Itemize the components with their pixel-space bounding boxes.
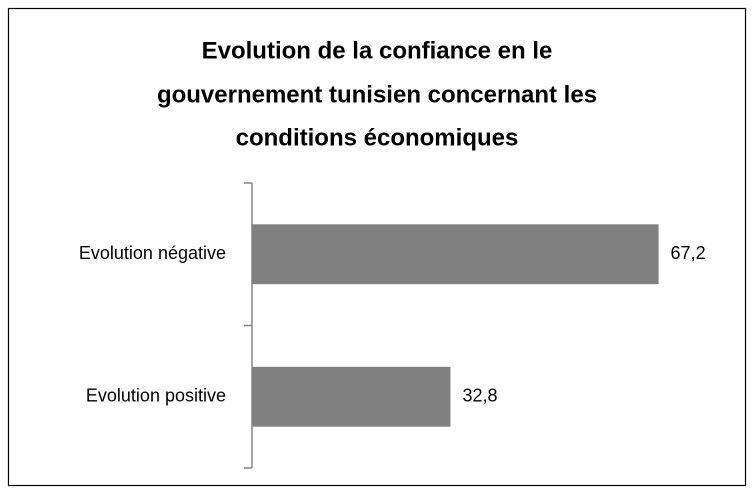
- chart-title: conditions économiques: [236, 124, 519, 151]
- bar: [252, 224, 659, 285]
- data-label: 67,2: [671, 243, 706, 263]
- chart-title: gouvernement tunisien concernant les: [157, 81, 597, 108]
- chart-title: Evolution de la confiance en le: [202, 37, 553, 64]
- data-label: 32,8: [462, 386, 497, 406]
- y-tick-label: Evolution négative: [79, 243, 226, 263]
- y-tick-label: Evolution positive: [86, 386, 226, 406]
- bar: [252, 366, 451, 427]
